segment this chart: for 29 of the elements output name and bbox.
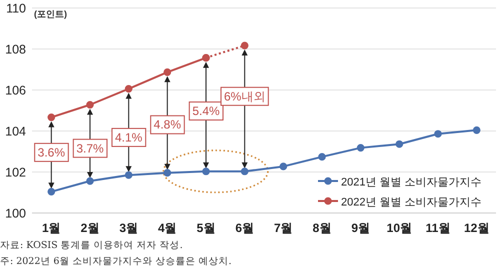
- y-tick-label: 110: [6, 2, 26, 16]
- text: 자료: KOSIS 통계를 이용하여 저자 작성.: [0, 240, 183, 251]
- x-tick-label: 4월: [158, 221, 177, 235]
- annotation: 4.1%: [114, 130, 143, 144]
- x-tick-label: 5월: [196, 221, 216, 235]
- y-tick-label: 106: [5, 84, 26, 98]
- y-tick-label: 104: [5, 124, 26, 138]
- x-tick-label: 6월: [235, 221, 254, 235]
- x-tick-label: 12월: [464, 221, 490, 235]
- annotation: 3.7%: [76, 141, 104, 156]
- x-tick-label: 11월: [426, 221, 450, 235]
- y-axis-title: (포인트): [34, 9, 67, 19]
- x-tick-label: 8월: [312, 221, 332, 235]
- y-tick-label: 102: [5, 166, 26, 180]
- x-tick-label: 2월: [80, 221, 100, 235]
- annotation: 6%내외: [224, 89, 266, 104]
- x-tick-label: 3월: [119, 221, 138, 235]
- legend-label: 2021년 월별 소비자물가지수: [341, 176, 482, 188]
- text: 주: 2022년 6월 소비자물가지수와 상승률은 예상치.: [0, 256, 232, 267]
- annotation: 4.8%: [154, 118, 182, 132]
- x-tick-label: 9월: [351, 221, 370, 235]
- y-tick-label: 108: [5, 42, 26, 56]
- annotation: 3.6%: [38, 145, 66, 160]
- y-tick-label: 100: [5, 206, 26, 220]
- x-tick-label: 1월: [42, 221, 61, 235]
- legend-label: 2022년 월별 소비자물가지수: [341, 196, 482, 208]
- x-tick-label: 10월: [386, 221, 412, 235]
- annotation: 5.4%: [192, 104, 220, 118]
- x-tick-label: 7월: [274, 221, 293, 235]
